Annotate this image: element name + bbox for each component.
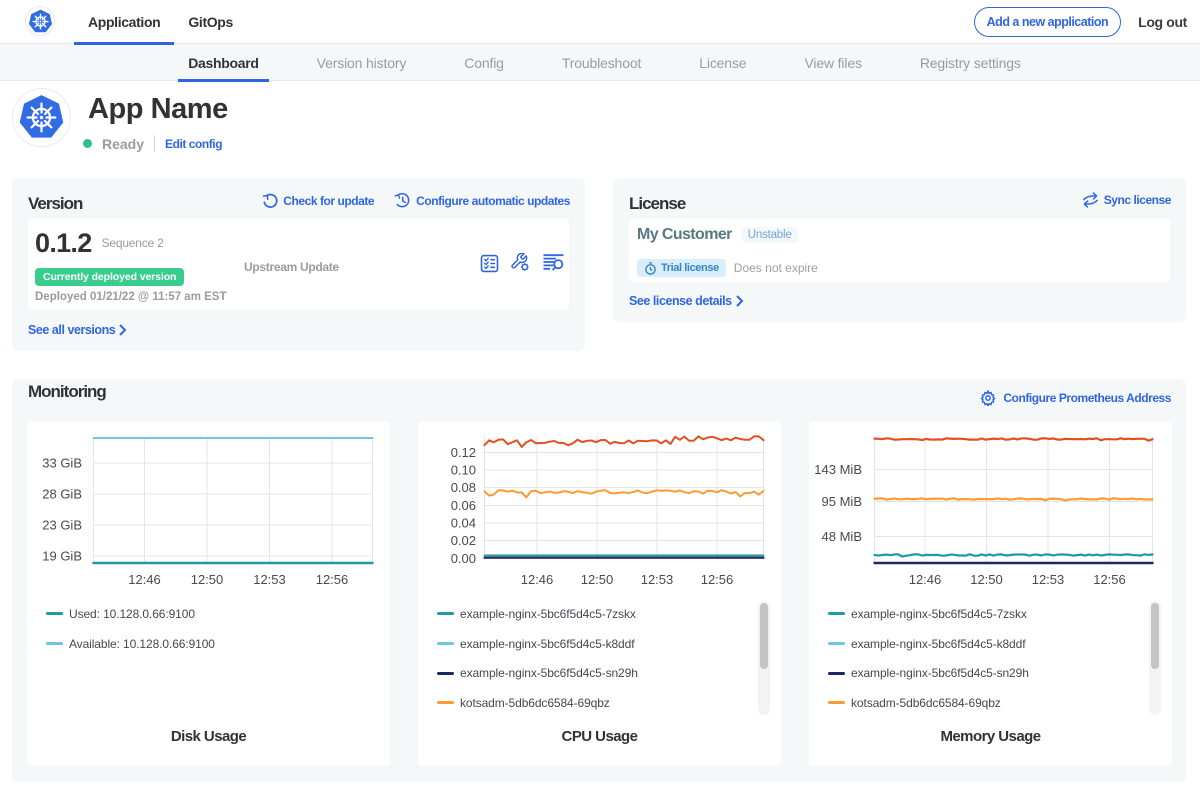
svg-text:19 GiB: 19 GiB [42, 549, 82, 564]
svg-text:12:56: 12:56 [1093, 572, 1126, 587]
svg-text:28 GiB: 28 GiB [42, 487, 82, 502]
svg-text:12:46: 12:46 [909, 572, 942, 587]
svg-text:0.08: 0.08 [451, 480, 476, 495]
svg-text:95 MiB: 95 MiB [822, 494, 862, 509]
svg-text:12:53: 12:53 [253, 572, 286, 587]
svg-text:12:56: 12:56 [316, 572, 349, 587]
svg-text:0.06: 0.06 [451, 498, 476, 513]
svg-text:12:50: 12:50 [970, 572, 1003, 587]
svg-text:12:46: 12:46 [521, 572, 554, 587]
svg-text:48 MiB: 48 MiB [822, 529, 862, 544]
svg-text:0.00: 0.00 [451, 551, 476, 566]
svg-text:12:50: 12:50 [581, 572, 614, 587]
svg-text:23 GiB: 23 GiB [42, 518, 82, 533]
svg-text:0.10: 0.10 [451, 463, 476, 478]
svg-text:12:46: 12:46 [128, 572, 161, 587]
svg-text:12:53: 12:53 [641, 572, 674, 587]
svg-text:0.12: 0.12 [451, 445, 476, 460]
svg-text:143 MiB: 143 MiB [814, 462, 862, 477]
svg-text:0.02: 0.02 [451, 533, 476, 548]
svg-text:0.04: 0.04 [451, 516, 476, 531]
svg-text:12:53: 12:53 [1032, 572, 1065, 587]
svg-text:12:56: 12:56 [701, 572, 734, 587]
svg-text:33 GiB: 33 GiB [42, 456, 82, 471]
svg-text:12:50: 12:50 [191, 572, 224, 587]
